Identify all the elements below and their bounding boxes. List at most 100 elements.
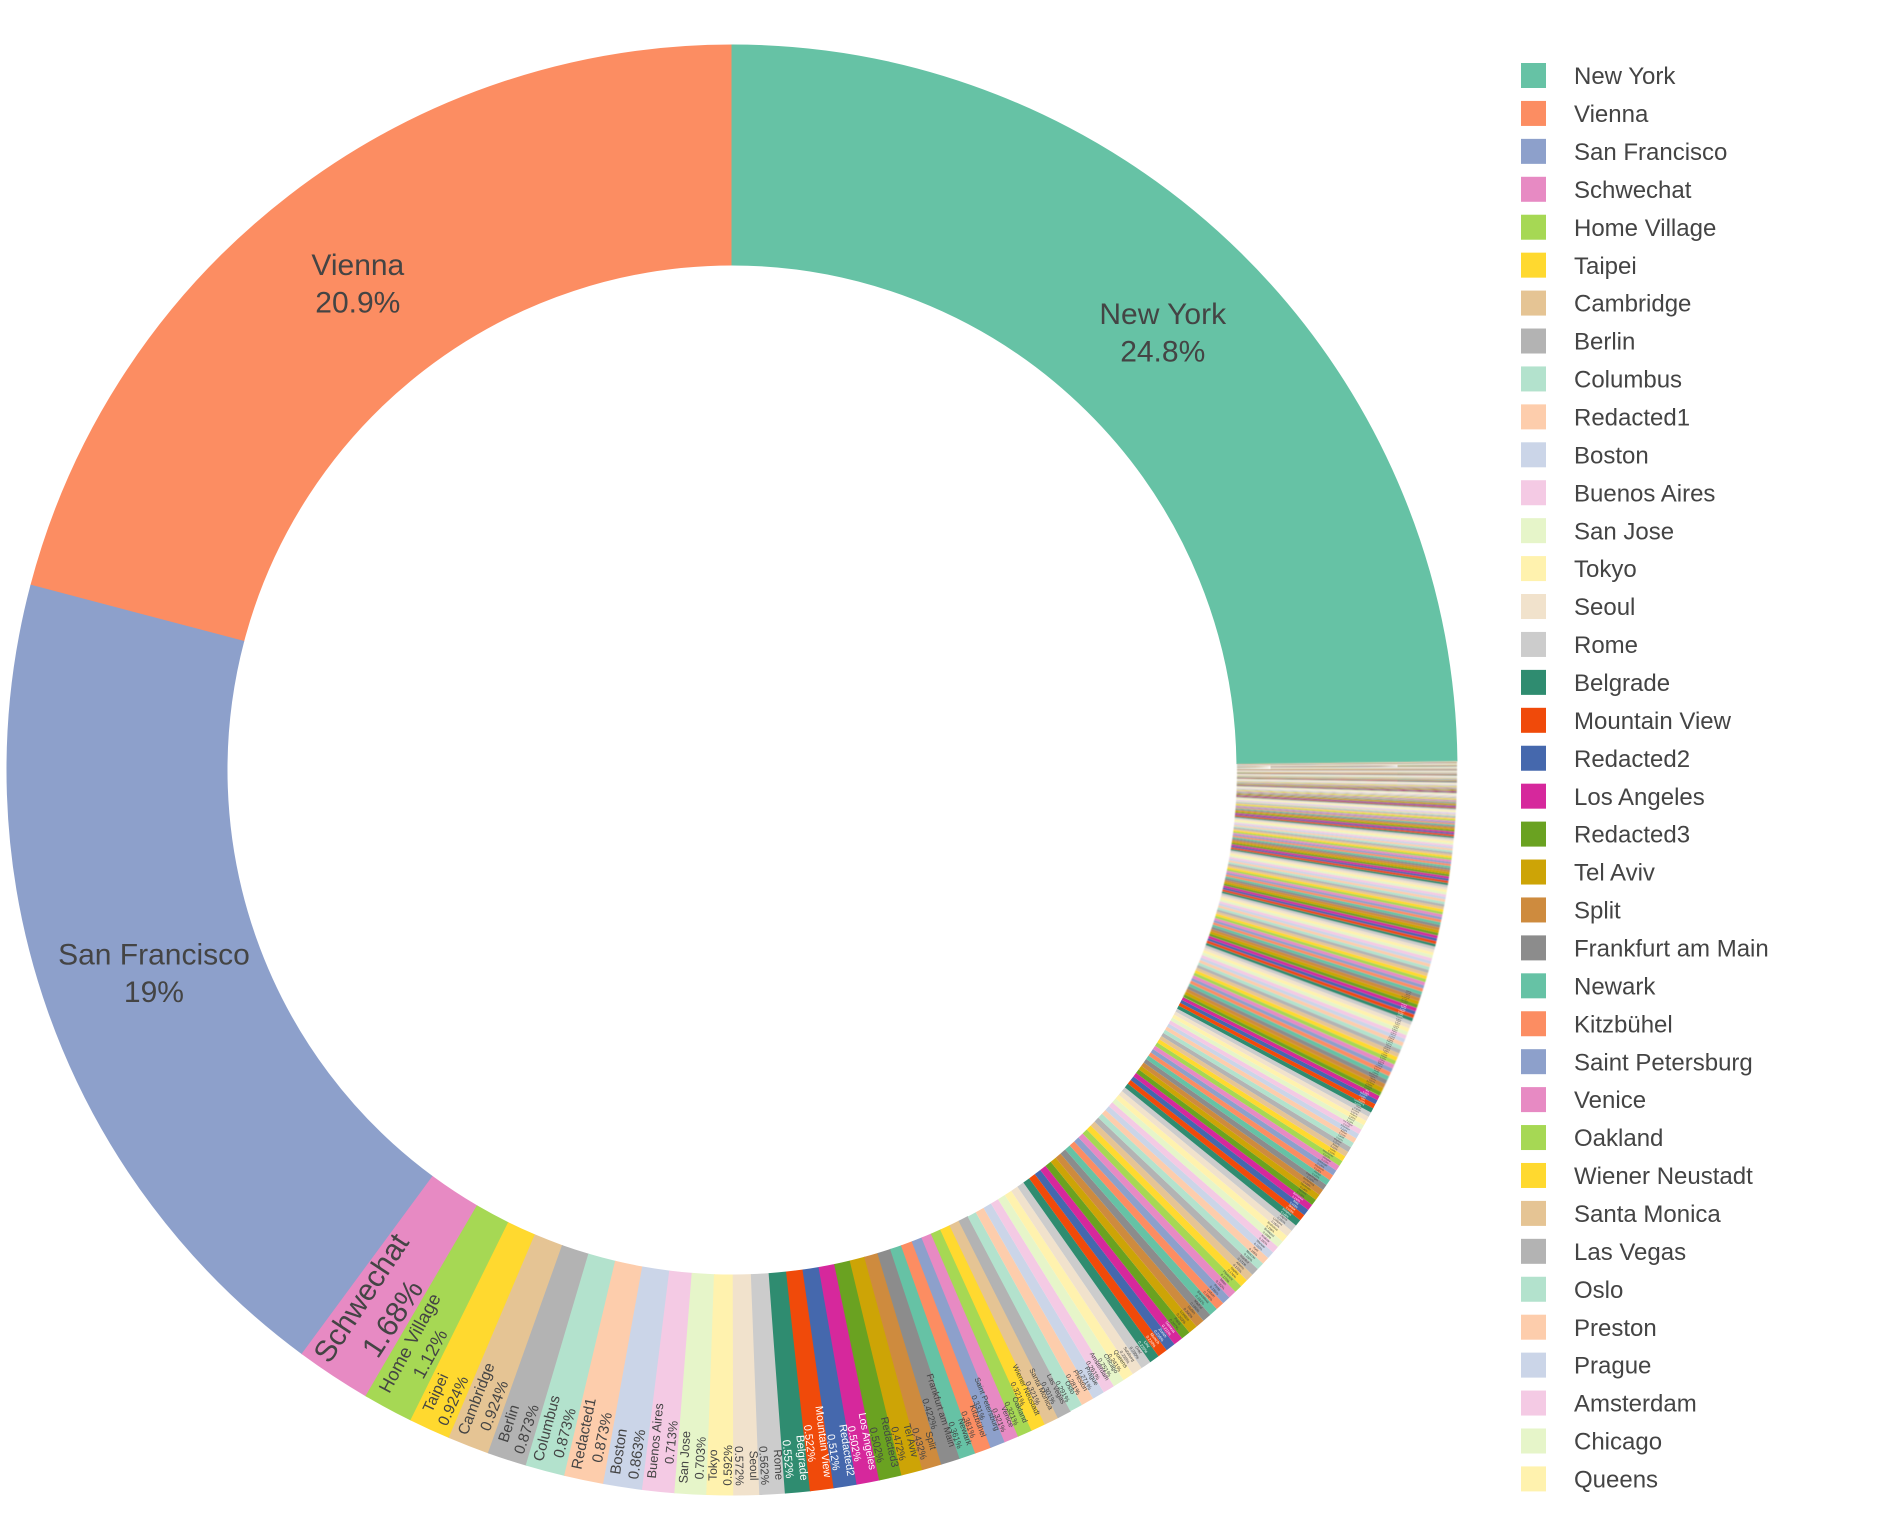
svg-text:Wiener Neustadt: Wiener Neustadt — [1574, 1163, 1753, 1190]
svg-text:Chicago: Chicago — [1574, 1429, 1662, 1456]
svg-text:Venice: Venice — [1574, 1087, 1646, 1114]
svg-text:Naples0.176%: Naples0.176% — [1226, 1266, 1240, 1280]
svg-text:Bucharest0.140%: Bucharest0.140% — [1290, 1191, 1304, 1204]
svg-text:Cambridge: Cambridge — [1574, 291, 1691, 318]
svg-text:Seoul0.572%: Seoul0.572% — [732, 1446, 760, 1486]
svg-text:London0.203%: London0.203% — [1175, 1310, 1190, 1326]
svg-text:Seville0.095%: Seville0.095% — [1372, 1070, 1380, 1077]
svg-text:San Jose0.703%: San Jose0.703% — [676, 1431, 709, 1485]
svg-text:Denver0.078%: Denver0.078% — [1400, 1006, 1407, 1012]
svg-text:Malaga0.090%: Malaga0.090% — [1379, 1055, 1387, 1062]
svg-text:Santa Monica: Santa Monica — [1574, 1201, 1721, 1228]
svg-text:Gothenburg0.134%: Gothenburg0.134% — [1300, 1176, 1316, 1190]
svg-text:Dublin0.200%: Dublin0.200% — [1182, 1304, 1197, 1319]
svg-text:Schwechat: Schwechat — [1574, 177, 1692, 204]
svg-text:Belgrade: Belgrade — [1574, 670, 1670, 697]
svg-text:Tokyo0.592%: Tokyo0.592% — [706, 1444, 736, 1485]
svg-text:Istanbul0.171%: Istanbul0.171% — [1236, 1254, 1250, 1268]
svg-text:Belgrade0.552%: Belgrade0.552% — [779, 1435, 809, 1483]
svg-text:Split: Split — [1574, 898, 1621, 925]
svg-text:Porto0.186%: Porto0.186% — [1209, 1282, 1223, 1296]
svg-text:Houston0.081%: Houston0.081% — [1395, 1015, 1403, 1022]
svg-text:Sacramento0.076%: Sacramento0.076% — [1400, 995, 1410, 1003]
svg-text:Turin0.089%: Turin0.089% — [1381, 1050, 1389, 1058]
svg-text:Dallas0.081%: Dallas0.081% — [1394, 1020, 1401, 1026]
svg-text:Brussels0.107%: Brussels0.107% — [1350, 1108, 1360, 1117]
svg-text:San Diego0.077%: San Diego0.077% — [1400, 999, 1409, 1005]
svg-text:Toulouse0.099%: Toulouse0.099% — [1363, 1084, 1373, 1092]
svg-text:Budapest0.158%: Budapest0.158% — [1261, 1227, 1276, 1241]
svg-text:Reykjavik0.128%: Reykjavik0.128% — [1312, 1164, 1325, 1175]
svg-text:Los Angeles: Los Angeles — [1574, 784, 1705, 811]
svg-text:Seattle0.080%: Seattle0.080% — [1397, 1012, 1405, 1019]
svg-text:Valencia0.093%: Valencia0.093% — [1373, 1065, 1382, 1072]
svg-text:Mountain View: Mountain View — [1574, 708, 1732, 735]
svg-text:Marseille0.102%: Marseille0.102% — [1358, 1091, 1369, 1100]
svg-text:Newark: Newark — [1574, 973, 1656, 1000]
svg-text:Boston: Boston — [1574, 442, 1649, 469]
svg-text:The Hague0.111%: The Hague0.111% — [1341, 1120, 1353, 1130]
svg-text:Luxembourg0.104%: Luxembourg0.104% — [1352, 1098, 1366, 1109]
svg-text:Palermo0.087%: Palermo0.087% — [1385, 1040, 1393, 1047]
svg-text:Geneva0.211%: Geneva0.211% — [1161, 1321, 1177, 1338]
svg-text:Belfast0.114%: Belfast0.114% — [1338, 1129, 1347, 1138]
svg-text:Catania0.086%: Catania0.086% — [1387, 1036, 1395, 1043]
svg-text:Las Vegas: Las Vegas — [1574, 1239, 1686, 1266]
svg-text:Sofia0.143%: Sofia0.143% — [1289, 1198, 1301, 1210]
svg-text:Preston: Preston — [1574, 1315, 1657, 1342]
svg-text:Columbus: Columbus — [1574, 367, 1682, 394]
svg-text:Madrid0.196%: Madrid0.196% — [1189, 1299, 1204, 1314]
svg-text:Portland0.079%: Portland0.079% — [1397, 1008, 1405, 1015]
svg-text:Edinburgh0.126%: Edinburgh0.126% — [1315, 1159, 1328, 1171]
svg-text:Antwerp0.108%: Antwerp0.108% — [1348, 1112, 1358, 1121]
svg-text:Lisbon0.189%: Lisbon0.189% — [1202, 1287, 1216, 1301]
svg-text:Bratislava0.156%: Bratislava0.156% — [1264, 1220, 1279, 1234]
svg-text:Aarhus0.130%: Aarhus0.130% — [1311, 1170, 1322, 1180]
svg-text:Rome0.562%: Rome0.562% — [756, 1445, 785, 1485]
svg-text:Stockholm0.136%: Stockholm0.136% — [1298, 1181, 1312, 1194]
svg-text:Copenhagen0.132%: Copenhagen0.132% — [1303, 1171, 1319, 1185]
svg-text:Phoenix0.078%: Phoenix0.078% — [1400, 1003, 1407, 1009]
svg-text:Redacted1: Redacted1 — [1574, 404, 1690, 431]
svg-text:Sarajevo0.148%: Sarajevo0.148% — [1279, 1207, 1293, 1220]
svg-text:Cardiff0.115%: Cardiff0.115% — [1335, 1134, 1344, 1142]
svg-text:Brighton0.117%: Brighton0.117% — [1332, 1137, 1343, 1147]
svg-text:Trieste0.083%: Trieste0.083% — [1391, 1025, 1399, 1032]
svg-text:Zagreb0.150%: Zagreb0.150% — [1276, 1213, 1289, 1225]
svg-text:Bologna0.088%: Bologna0.088% — [1382, 1047, 1391, 1054]
svg-text:Taipei: Taipei — [1574, 253, 1637, 280]
svg-text:Lyon0.103%: Lyon0.103% — [1358, 1097, 1366, 1104]
svg-text:Nice0.100%: Nice0.100% — [1362, 1089, 1370, 1096]
svg-text:Genoa0.087%: Genoa0.087% — [1384, 1044, 1392, 1051]
svg-text:Kyiv0.165%: Kyiv0.165% — [1248, 1244, 1261, 1257]
svg-text:Oakland: Oakland — [1574, 1125, 1663, 1152]
svg-text:Skopje0.145%: Skopje0.145% — [1285, 1203, 1297, 1215]
svg-text:Manchester0.122%: Manchester0.122% — [1320, 1149, 1334, 1161]
svg-text:Leeds0.120%: Leeds0.120% — [1327, 1148, 1336, 1156]
svg-text:Tokyo: Tokyo — [1574, 556, 1637, 583]
svg-text:Berlin: Berlin — [1574, 329, 1635, 356]
svg-text:Warsaw0.163%: Warsaw0.163% — [1253, 1239, 1267, 1253]
svg-text:Bilbao0.092%: Bilbao0.092% — [1376, 1062, 1384, 1069]
svg-text:Verona0.085%: Verona0.085% — [1389, 1033, 1397, 1039]
svg-text:Rotterdam0.112%: Rotterdam0.112% — [1339, 1124, 1351, 1134]
svg-text:Florence0.179%: Florence0.179% — [1219, 1269, 1234, 1284]
svg-text:Austin0.082%: Austin0.082% — [1393, 1022, 1401, 1029]
svg-text:Home Village: Home Village — [1574, 215, 1716, 242]
svg-text:Padua0.084%: Padua0.084% — [1390, 1030, 1397, 1036]
svg-text:Rome: Rome — [1574, 632, 1638, 659]
svg-text:Utrecht0.110%: Utrecht0.110% — [1346, 1116, 1355, 1125]
svg-text:Milan0.182%: Milan0.182% — [1215, 1277, 1229, 1291]
svg-text:Amsterdam: Amsterdam — [1574, 1391, 1697, 1418]
svg-text:Seoul: Seoul — [1574, 594, 1635, 621]
svg-text:Orlando0.075%: Orlando0.075% — [1405, 989, 1412, 996]
svg-text:Krakow0.160%: Krakow0.160% — [1258, 1234, 1271, 1247]
svg-text:Frankfurt am Main: Frankfurt am Main — [1574, 935, 1769, 962]
svg-text:Bordeaux0.098%: Bordeaux0.098% — [1365, 1079, 1375, 1088]
svg-text:Glasgow0.124%: Glasgow0.124% — [1320, 1155, 1331, 1165]
svg-text:Vienna: Vienna — [1574, 101, 1649, 128]
svg-text:Strasbourg0.096%: Strasbourg0.096% — [1367, 1071, 1378, 1080]
